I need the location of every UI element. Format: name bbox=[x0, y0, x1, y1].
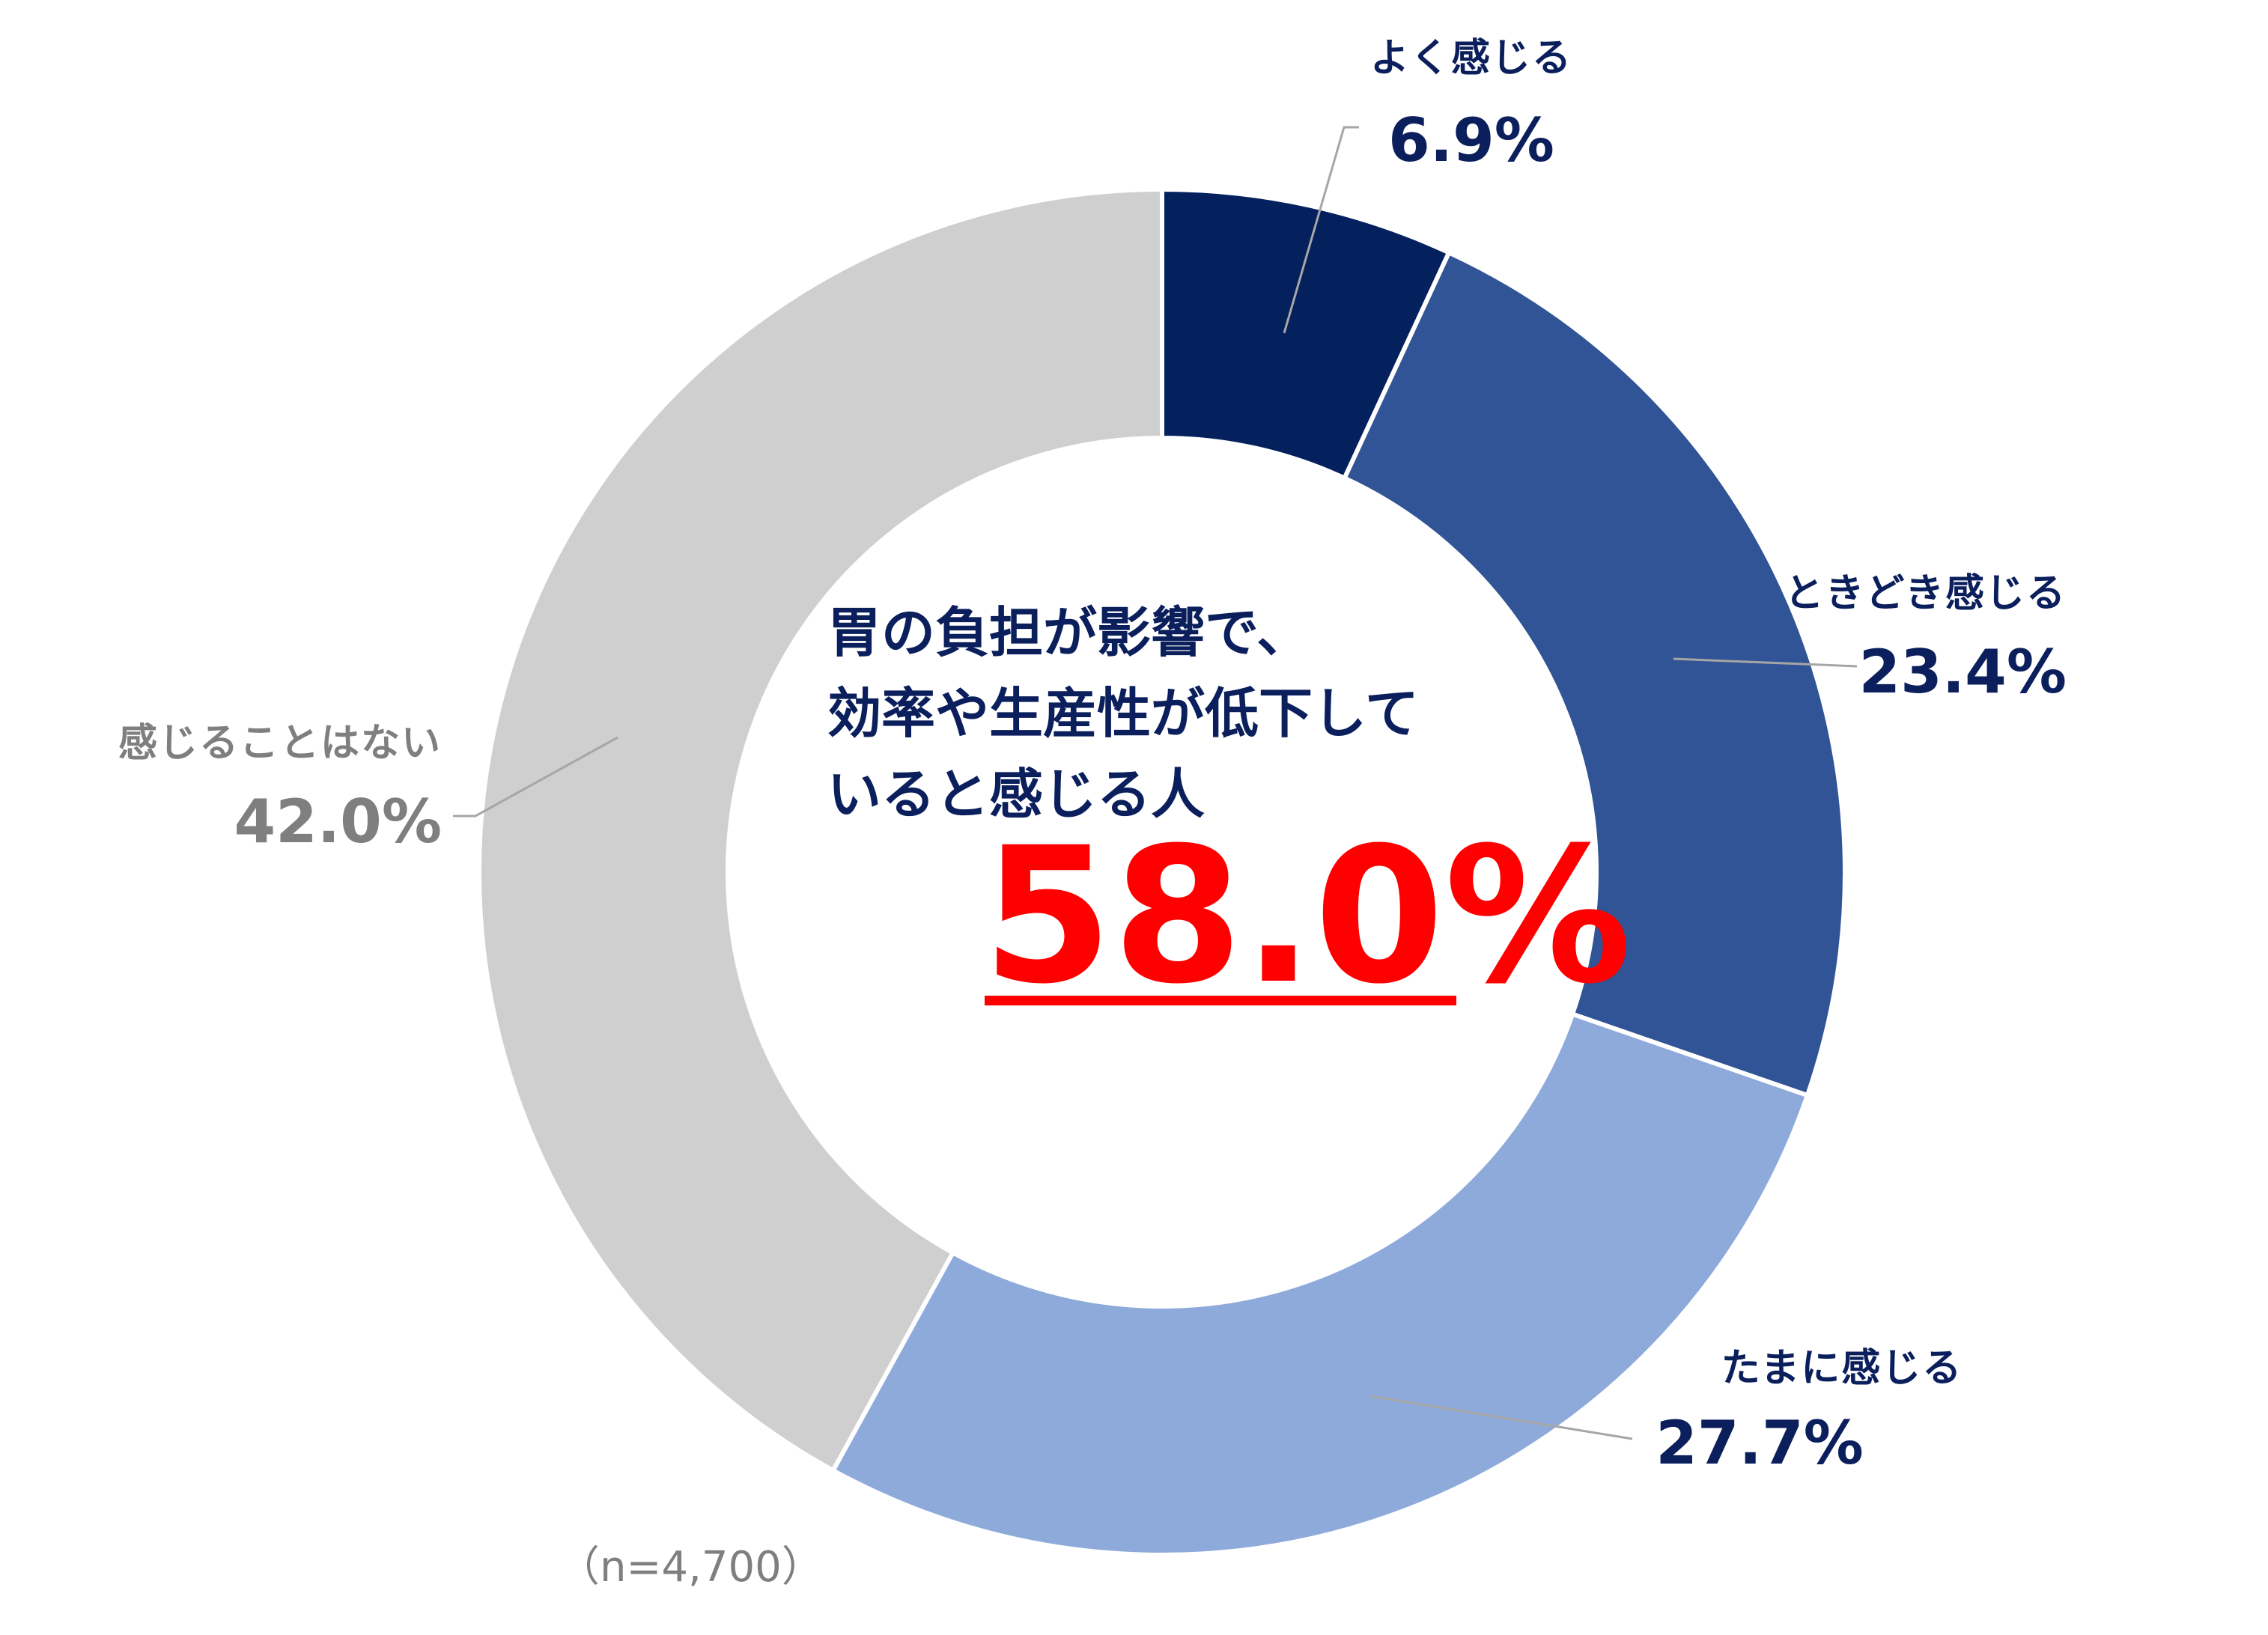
slice-never bbox=[477, 186, 1164, 1474]
leader-line-often bbox=[1283, 126, 1359, 334]
value-label-often: 6.9% bbox=[1388, 106, 1554, 175]
value-label-occasionally: 27.7% bbox=[1656, 1408, 1864, 1478]
center-value-underline bbox=[985, 996, 1456, 1005]
value-label-never: 42.0% bbox=[234, 787, 442, 856]
category-label-sometimes: ときどき感じる bbox=[1785, 571, 2067, 616]
donut-slices bbox=[477, 186, 1847, 1557]
slice-sometimes bbox=[1341, 249, 1847, 1098]
leader-lines bbox=[453, 126, 1858, 1440]
center-title-line-1: 胃の負担が影響で、 bbox=[827, 601, 1310, 664]
slice-occasionally bbox=[830, 1011, 1811, 1557]
category-label-never: 感じることはない bbox=[118, 721, 442, 766]
center-value: 58.0% bbox=[982, 807, 1632, 1025]
sample-size-note: （n=4,700） bbox=[558, 1543, 824, 1592]
leader-line-never bbox=[453, 736, 618, 818]
center-title-line-3: いると感じる人 bbox=[827, 763, 1205, 826]
category-label-occasionally: たまに感じる bbox=[1721, 1346, 1963, 1391]
center-title: 胃の負担が影響で、 効率や生産性が低下して いると感じる人 bbox=[827, 601, 1419, 826]
center-title-line-2: 効率や生産性が低下して bbox=[827, 682, 1419, 745]
slice-labels: よく感じる 6.9% ときどき感じる 23.4% たまに感じる 27.7% 感じることはない… bbox=[118, 36, 2067, 1478]
leader-line-sometimes bbox=[1673, 657, 1858, 668]
value-label-sometimes: 23.4% bbox=[1858, 637, 2067, 707]
category-label-often: よく感じる bbox=[1370, 36, 1572, 81]
leader-line-occasionally bbox=[1369, 1395, 1633, 1440]
